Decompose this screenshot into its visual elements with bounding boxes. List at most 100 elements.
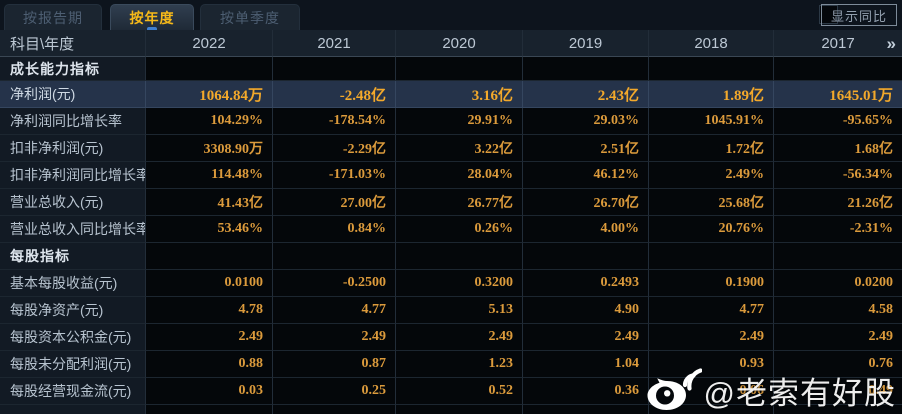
value-cell: 2.49 xyxy=(272,324,395,351)
value-cell xyxy=(773,405,902,414)
value-cell: 2.49 xyxy=(773,324,902,351)
table-row[interactable]: 每股资本公积金(元) 2.49 2.49 2.49 2.49 2.49 2.49 xyxy=(0,324,902,351)
year-header-2022[interactable]: 2022 xyxy=(145,30,272,57)
value-cell xyxy=(648,405,773,414)
value-cell: 2.49 xyxy=(145,324,272,351)
tab-by-year[interactable]: 按年度 xyxy=(110,4,194,30)
year-header-2018[interactable]: 2018 xyxy=(648,30,773,57)
metric-label: 每股经营现金流(元) xyxy=(0,378,145,405)
value-cell xyxy=(395,243,522,270)
table-row[interactable]: 基本每股收益(元) 0.0100 -0.2500 0.3200 0.2493 0.1900… xyxy=(0,270,902,297)
year-header-2020[interactable]: 2020 xyxy=(395,30,522,57)
table-row[interactable]: 每股经营现金流(元) 0.03 0.25 0.52 0.36 0.06 0.49 xyxy=(0,378,902,405)
value-cell: 4.00% xyxy=(522,216,648,243)
table-row[interactable]: 扣非净利润(元) 3308.90万 -2.29亿 3.22亿 2.51亿 1.72亿 1.6… xyxy=(0,135,902,162)
metric-label: 净利润同比增长率 xyxy=(0,108,145,135)
value-cell: 0.0200 xyxy=(773,270,902,297)
value-cell: 0.52 xyxy=(395,378,522,405)
metric-label: 营业总收入同比增长率 xyxy=(0,216,145,243)
value-cell: 46.12% xyxy=(522,162,648,189)
value-cell: 2.49 xyxy=(522,324,648,351)
value-cell xyxy=(522,243,648,270)
table-row[interactable]: 每股净资产(元) 4.78 4.77 5.13 4.90 4.77 4.58 xyxy=(0,297,902,324)
value-cell: 2.49% xyxy=(648,162,773,189)
table-row[interactable]: 净利润(元) 1064.84万 -2.48亿 3.16亿 2.43亿 1.89亿 1645.… xyxy=(0,81,902,108)
more-years-arrow-icon[interactable]: » xyxy=(886,33,896,53)
table-row[interactable]: 营业总收入同比增长率 53.46% 0.84% 0.26% 4.00% 20.76% -2.… xyxy=(0,216,902,243)
metric-label: 基本每股收益(元) xyxy=(0,270,145,297)
value-cell: 104.29% xyxy=(145,108,272,135)
value-cell: 0.2493 xyxy=(522,270,648,297)
metric-label: 每股未分配利润(元) xyxy=(0,351,145,378)
value-cell xyxy=(272,57,395,81)
value-cell: 2.51亿 xyxy=(522,135,648,162)
value-cell xyxy=(272,405,395,414)
value-cell: -0.2500 xyxy=(272,270,395,297)
value-cell: 29.03% xyxy=(522,108,648,135)
financial-metrics-table: 科目\年度 2022 2021 2020 2019 2018 2017» 成长能力指标 净利… xyxy=(0,30,902,414)
table-body: 成长能力指标 净利润(元) 1064.84万 -2.48亿 3.16亿 2.43亿 1.89… xyxy=(0,57,902,414)
value-cell: 4.78 xyxy=(145,297,272,324)
value-cell: 2.43亿 xyxy=(522,81,648,108)
value-cell: 26.70亿 xyxy=(522,189,648,216)
value-cell: 0.3200 xyxy=(395,270,522,297)
value-cell xyxy=(648,57,773,81)
value-cell: 1.68亿 xyxy=(773,135,902,162)
value-cell xyxy=(648,243,773,270)
value-cell xyxy=(395,57,522,81)
value-cell: 1.89亿 xyxy=(648,81,773,108)
value-cell xyxy=(272,243,395,270)
value-cell: 0.84% xyxy=(272,216,395,243)
table-row[interactable]: 扣非净利润同比增长率 114.48% -171.03% 28.04% 46.12% 2.4… xyxy=(0,162,902,189)
metric-label: 净利润(元) xyxy=(0,81,145,108)
metric-label: 营业总收入(元) xyxy=(0,189,145,216)
value-cell: 28.04% xyxy=(395,162,522,189)
value-cell: -178.54% xyxy=(272,108,395,135)
tab-by-quarter[interactable]: 按单季度 xyxy=(200,4,300,30)
value-cell: 4.58 xyxy=(773,297,902,324)
value-cell: 114.48% xyxy=(145,162,272,189)
period-tabbar: 按报告期 按年度 按单季度 显示同比 xyxy=(0,0,902,30)
value-cell: 3.22亿 xyxy=(395,135,522,162)
value-cell: 1645.01万 xyxy=(773,81,902,108)
value-cell: 29.91% xyxy=(395,108,522,135)
section-label: 每股指标 xyxy=(0,243,145,270)
value-cell: -2.29亿 xyxy=(272,135,395,162)
value-cell: 0.03 xyxy=(145,378,272,405)
value-cell: 1.23 xyxy=(395,351,522,378)
value-cell: 1064.84万 xyxy=(145,81,272,108)
year-header-2021[interactable]: 2021 xyxy=(272,30,395,57)
value-cell xyxy=(773,57,902,81)
value-cell: 0.25 xyxy=(272,378,395,405)
metric-label: 扣非净利润(元) xyxy=(0,135,145,162)
metric-label: 扣非净利润同比增长率 xyxy=(0,162,145,189)
value-cell: 4.90 xyxy=(522,297,648,324)
value-cell: -2.31% xyxy=(773,216,902,243)
value-cell: -56.34% xyxy=(773,162,902,189)
show-yoy-toggle-label[interactable]: 显示同比 xyxy=(820,4,897,26)
value-cell: 1.72亿 xyxy=(648,135,773,162)
tab-by-report-period[interactable]: 按报告期 xyxy=(4,4,102,30)
value-cell: -2.48亿 xyxy=(272,81,395,108)
year-header-2017[interactable]: 2017» xyxy=(773,30,902,57)
corner-header-cell: 科目\年度 xyxy=(0,30,145,57)
table-row[interactable]: 营业总收入(元) 41.43亿 27.00亿 26.77亿 26.70亿 25.68亿 21… xyxy=(0,189,902,216)
section-row: 每股指标 xyxy=(0,243,902,270)
table-row[interactable]: 净利润同比增长率 104.29% -178.54% 29.91% 29.03% 1045.… xyxy=(0,108,902,135)
value-cell: 0.06 xyxy=(648,378,773,405)
value-cell: 27.00亿 xyxy=(272,189,395,216)
value-cell: 0.76 xyxy=(773,351,902,378)
value-cell: 0.93 xyxy=(648,351,773,378)
value-cell: 0.49 xyxy=(773,378,902,405)
table-header-row: 科目\年度 2022 2021 2020 2019 2018 2017» xyxy=(0,30,902,57)
value-cell: 2.49 xyxy=(648,324,773,351)
table-row[interactable]: 每股未分配利润(元) 0.88 0.87 1.23 1.04 0.93 0.76 xyxy=(0,351,902,378)
value-cell: 5.13 xyxy=(395,297,522,324)
value-cell: 4.77 xyxy=(648,297,773,324)
value-cell xyxy=(395,405,522,414)
value-cell: 26.77亿 xyxy=(395,189,522,216)
year-header-2019[interactable]: 2019 xyxy=(522,30,648,57)
value-cell: 3308.90万 xyxy=(145,135,272,162)
show-yoy-checkbox[interactable] xyxy=(819,5,838,24)
